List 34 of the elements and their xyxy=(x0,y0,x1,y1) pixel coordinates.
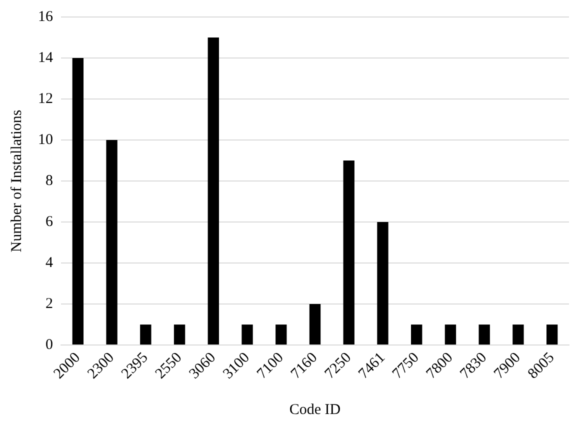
bar xyxy=(208,38,219,345)
bar xyxy=(411,324,422,345)
bar xyxy=(72,58,84,345)
y-tick-label: 0 xyxy=(46,336,53,353)
y-axis-title: Number of Installations xyxy=(8,110,25,252)
x-axis-title: Code ID xyxy=(289,402,341,418)
bar xyxy=(174,324,186,345)
x-tick-label: 7461 xyxy=(356,350,388,382)
bar xyxy=(242,324,253,345)
bar xyxy=(140,324,152,345)
bar xyxy=(276,324,287,345)
y-tick-label: 4 xyxy=(46,254,54,271)
x-tick-label: 7800 xyxy=(424,350,456,382)
bar xyxy=(512,324,524,345)
bar xyxy=(444,324,456,345)
x-tick-label: 7100 xyxy=(254,350,287,382)
bar xyxy=(546,324,558,345)
x-tick-label: 7830 xyxy=(457,350,490,382)
y-tick-label: 14 xyxy=(38,50,54,66)
bar xyxy=(478,324,490,345)
y-tick-label: 16 xyxy=(38,8,54,25)
bar xyxy=(343,160,354,345)
bar xyxy=(377,222,388,345)
y-tick-label: 2 xyxy=(46,296,53,312)
bar xyxy=(106,140,118,345)
x-tick-label: 7750 xyxy=(390,350,422,382)
y-tick-label: 8 xyxy=(46,172,53,189)
y-tick-label: 12 xyxy=(38,90,53,107)
x-tick-label: 7160 xyxy=(288,350,321,382)
y-tick-label: 6 xyxy=(46,214,54,230)
x-tick-label: 7900 xyxy=(491,350,524,382)
x-tick-label: 7250 xyxy=(322,350,354,382)
y-tick-label: 10 xyxy=(38,132,53,148)
bar xyxy=(309,304,321,345)
